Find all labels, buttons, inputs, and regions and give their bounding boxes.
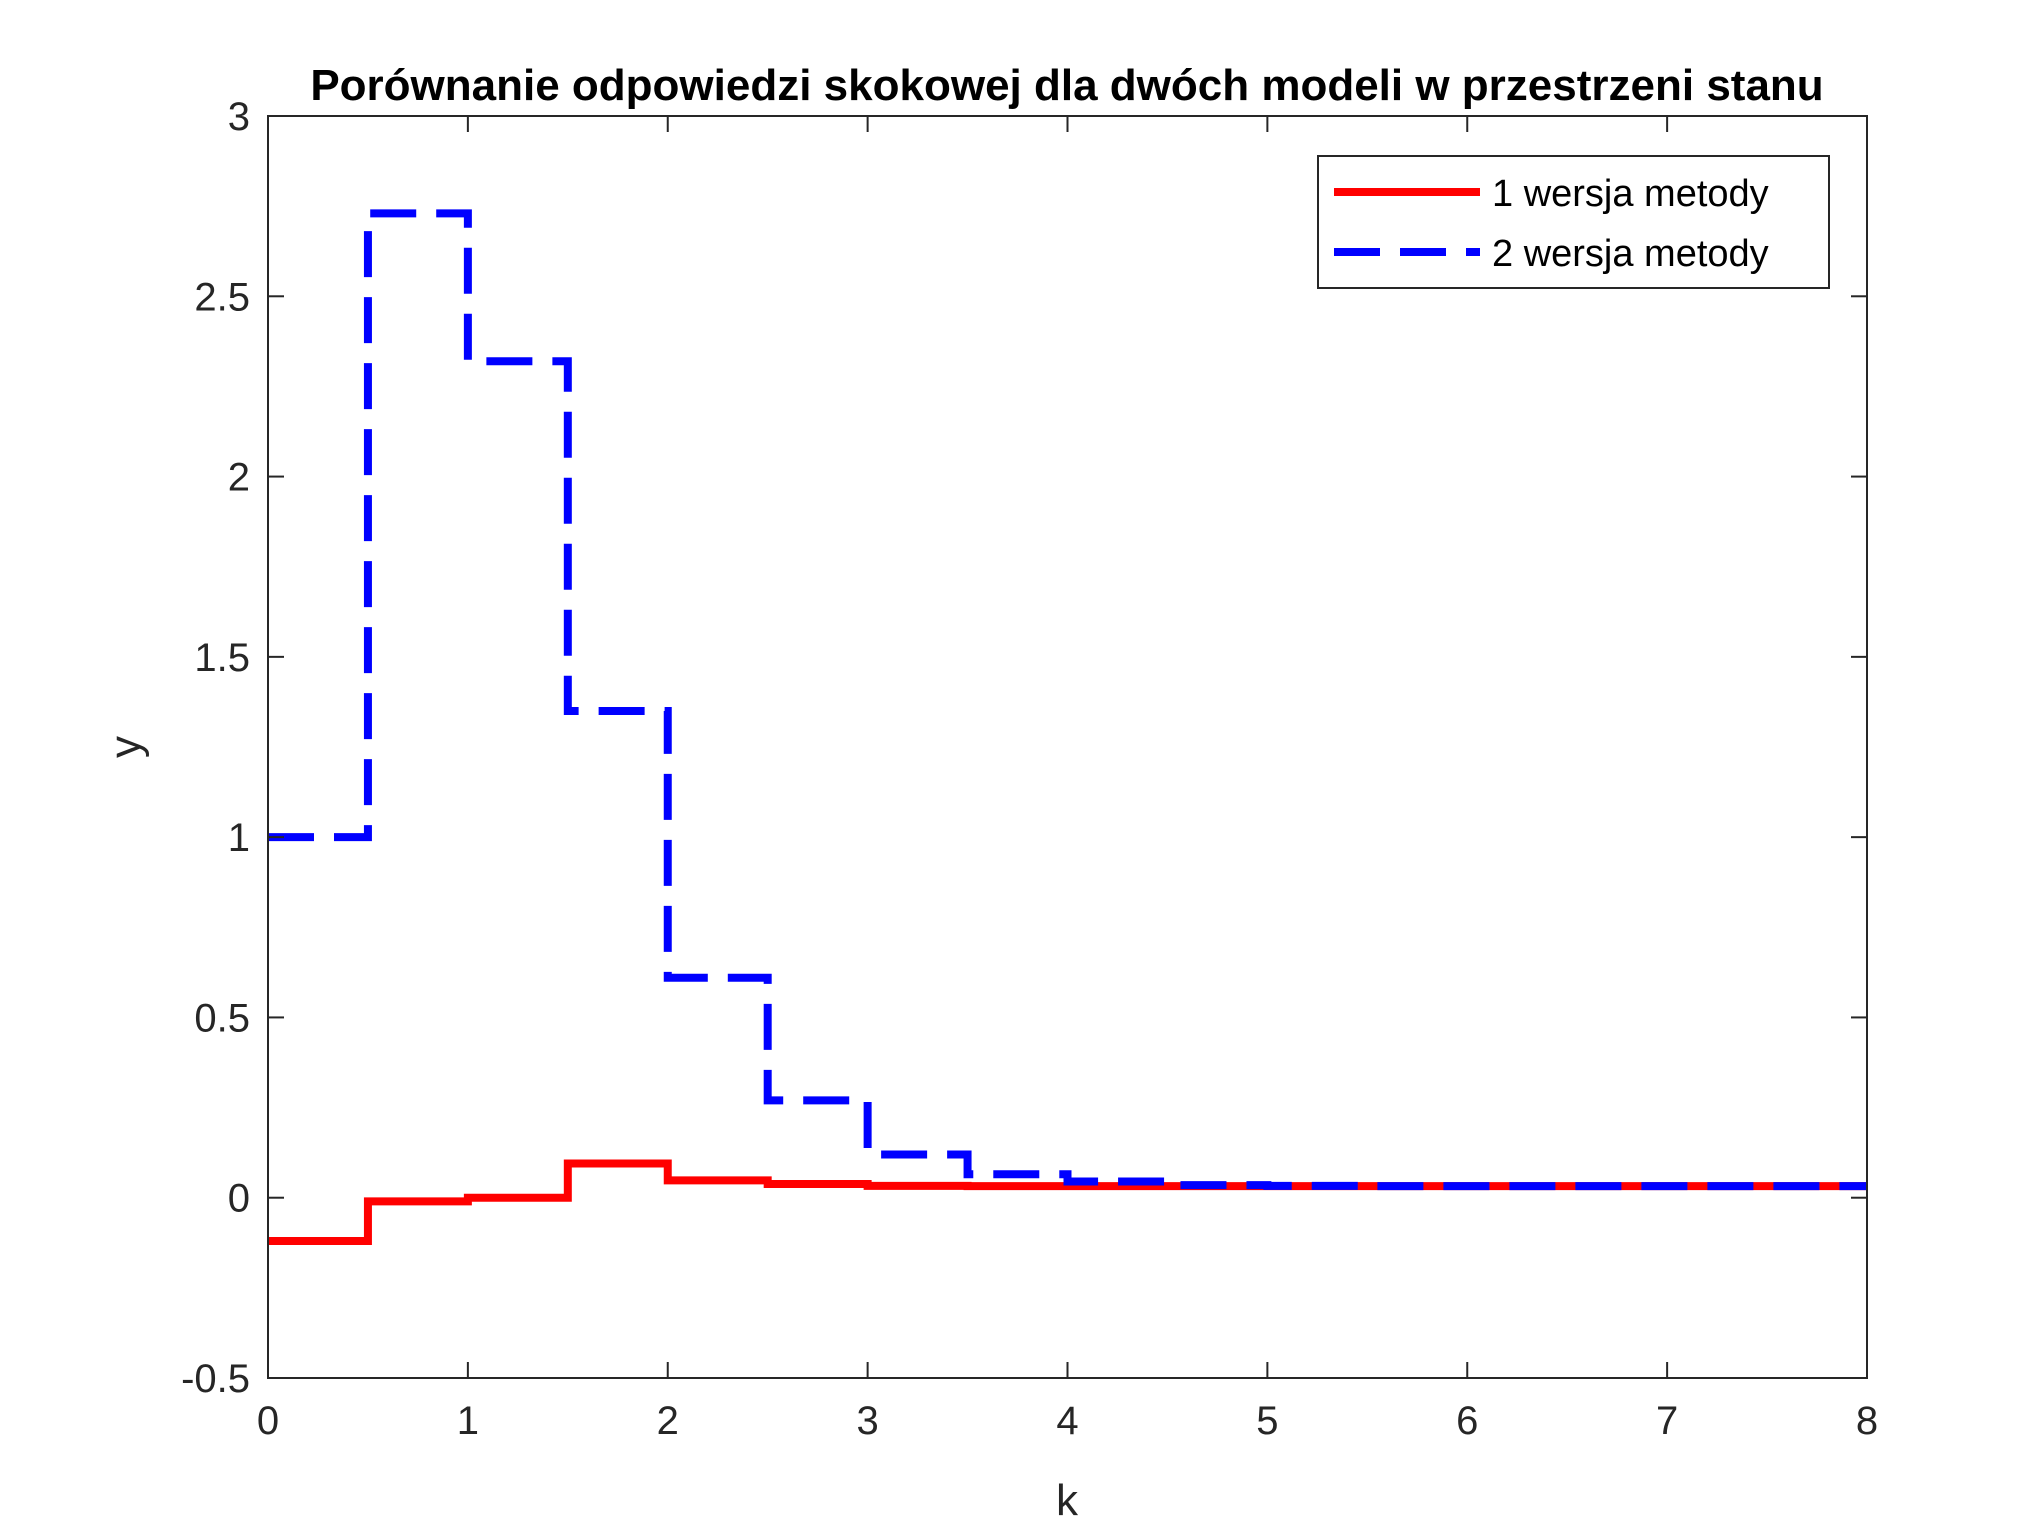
y-tick-label: 1: [228, 816, 250, 860]
x-tick-label: 3: [857, 1399, 879, 1443]
y-tick-label: 0: [228, 1177, 250, 1221]
y-tick-label: 1.5: [194, 636, 250, 680]
y-tick-label: 0.5: [194, 996, 250, 1040]
x-tick-label: 0: [257, 1399, 279, 1443]
x-tick-label: 2: [657, 1399, 679, 1443]
x-tick-labels: 0 1 2 3 4 5 6 7 8: [257, 1399, 1878, 1443]
y-tick-label: 2.5: [194, 275, 250, 319]
x-tick-label: 5: [1256, 1399, 1278, 1443]
series-layer: [268, 209, 1867, 1245]
legend: 1 wersja metody 2 wersja metody: [1317, 155, 1830, 289]
y-axis-label: y: [101, 736, 150, 758]
y-tick-label: 2: [228, 456, 250, 500]
series-line-2: [268, 209, 1867, 1191]
x-tick-label: 1: [457, 1399, 479, 1443]
legend-label-series-2: 2 wersja metody: [1492, 233, 1769, 275]
x-tick-label: 8: [1856, 1399, 1878, 1443]
axes-box: [267, 115, 1868, 1379]
plot-area: [268, 116, 1867, 1378]
x-tick-label: 4: [1056, 1399, 1078, 1443]
legend-label-series-1: 1 wersja metody: [1492, 173, 1769, 215]
y-tick-label: 3: [228, 95, 250, 139]
y-tick-label: -0.5: [181, 1357, 250, 1401]
x-axis-label: k: [1056, 1476, 1079, 1525]
legend-box: [1317, 155, 1830, 289]
y-tick-labels: -0.5 0 0.5 1 1.5 2 2.5 3: [181, 95, 250, 1401]
x-tick-label: 6: [1456, 1399, 1478, 1443]
chart-title: Porównanie odpowiedzi skokowej dla dwóch…: [310, 61, 1823, 110]
x-tick-label: 7: [1656, 1399, 1678, 1443]
